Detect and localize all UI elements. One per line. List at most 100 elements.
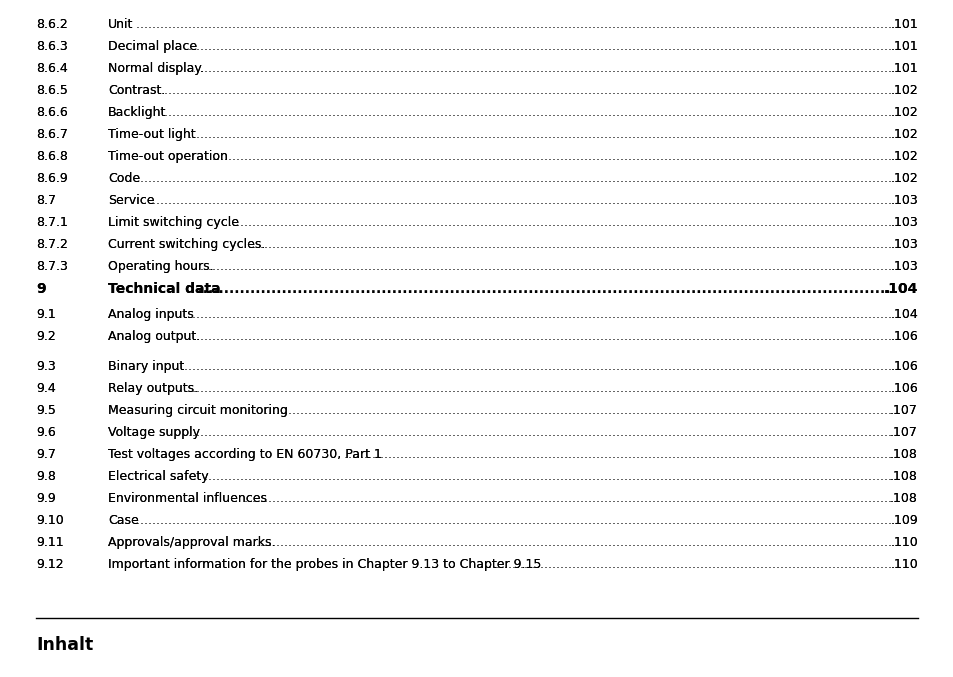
Text: .107: .107 (889, 404, 917, 417)
Text: .110: .110 (889, 558, 917, 571)
Text: 8.6.5: 8.6.5 (36, 84, 68, 97)
Text: 8.6.6: 8.6.6 (36, 106, 68, 119)
Text: .104: .104 (882, 282, 917, 296)
Text: Test voltages according to EN 60730, Part 1: Test voltages according to EN 60730, Par… (108, 448, 381, 461)
Text: 9.12: 9.12 (36, 558, 64, 571)
Text: ................................................................................: ........................................… (0, 426, 953, 439)
Text: Decimal place: Decimal place (108, 40, 197, 53)
Text: .102: .102 (889, 84, 917, 97)
Text: .107: .107 (889, 404, 917, 417)
Text: Limit switching cycle: Limit switching cycle (108, 216, 239, 229)
Text: Relay outputs.: Relay outputs. (108, 382, 198, 395)
Text: Backlight: Backlight (108, 106, 166, 119)
Text: ................................................................................: ........................................… (0, 492, 953, 505)
Text: Inhalt: Inhalt (36, 636, 93, 654)
Text: 8.7: 8.7 (36, 194, 56, 207)
Text: .102: .102 (889, 106, 917, 119)
Text: .103: .103 (889, 260, 917, 273)
Text: 9.4: 9.4 (36, 382, 55, 395)
Text: ................................................................................: ........................................… (0, 404, 953, 417)
Text: .103: .103 (889, 238, 917, 251)
Text: Normal display.: Normal display. (108, 62, 204, 75)
Text: 9.9: 9.9 (36, 492, 55, 505)
Text: 9.12: 9.12 (36, 558, 64, 571)
Text: .109: .109 (889, 514, 917, 527)
Text: Time-out operation: Time-out operation (108, 150, 228, 163)
Text: .108: .108 (889, 492, 917, 505)
Text: Test voltages according to EN 60730, Part 1: Test voltages according to EN 60730, Par… (108, 448, 381, 461)
Text: Technical data: Technical data (108, 282, 220, 296)
Text: 9.5: 9.5 (36, 404, 56, 417)
Text: Code: Code (108, 172, 140, 185)
Text: .102: .102 (889, 84, 917, 97)
Text: 8.6.9: 8.6.9 (36, 172, 68, 185)
Text: 9.6: 9.6 (36, 426, 55, 439)
Text: .104: .104 (882, 282, 917, 296)
Text: Code: Code (108, 172, 140, 185)
Text: 8.7.1: 8.7.1 (36, 216, 68, 229)
Text: ................................................................................: ........................................… (0, 330, 953, 343)
Text: Environmental influences: Environmental influences (108, 492, 267, 505)
Text: 9.5: 9.5 (36, 404, 56, 417)
Text: Analog output.: Analog output. (108, 330, 200, 343)
Text: ................................................................................: ........................................… (0, 536, 953, 549)
Text: Unit: Unit (108, 18, 133, 31)
Text: .101: .101 (889, 40, 917, 53)
Text: 9.2: 9.2 (36, 330, 55, 343)
Text: Contrast.: Contrast. (108, 84, 165, 97)
Text: .101: .101 (889, 62, 917, 75)
Text: 8.7.2: 8.7.2 (36, 238, 68, 251)
Text: 9.10: 9.10 (36, 514, 64, 527)
Text: 9: 9 (36, 282, 46, 296)
Text: 9.2: 9.2 (36, 330, 55, 343)
Text: Time-out light: Time-out light (108, 128, 195, 141)
Text: .102: .102 (889, 128, 917, 141)
Text: ................................................................................: ........................................… (0, 18, 953, 31)
Text: .102: .102 (889, 128, 917, 141)
Text: .101: .101 (889, 62, 917, 75)
Text: 8.6.5: 8.6.5 (36, 84, 68, 97)
Text: Approvals/approval marks.: Approvals/approval marks. (108, 536, 275, 549)
Text: 8.7.3: 8.7.3 (36, 260, 68, 273)
Text: Environmental influences: Environmental influences (108, 492, 267, 505)
Text: Service: Service (108, 194, 154, 207)
Text: 8.7.3: 8.7.3 (36, 260, 68, 273)
Text: .106: .106 (889, 360, 917, 373)
Text: .106: .106 (889, 330, 917, 343)
Text: 9.11: 9.11 (36, 536, 64, 549)
Text: 9.11: 9.11 (36, 536, 64, 549)
Text: Time-out operation: Time-out operation (108, 150, 228, 163)
Text: .102: .102 (889, 172, 917, 185)
Text: .108: .108 (889, 470, 917, 483)
Text: 8.6.2: 8.6.2 (36, 18, 68, 31)
Text: ................................................................................: ........................................… (0, 448, 953, 461)
Text: .108: .108 (889, 448, 917, 461)
Text: 9.1: 9.1 (36, 308, 55, 321)
Text: Analog inputs: Analog inputs (108, 308, 193, 321)
Text: .103: .103 (889, 194, 917, 207)
Text: 9.7: 9.7 (36, 448, 56, 461)
Text: .102: .102 (889, 172, 917, 185)
Text: .103: .103 (889, 260, 917, 273)
Text: Current switching cycles.: Current switching cycles. (108, 238, 265, 251)
Text: Measuring circuit monitoring: Measuring circuit monitoring (108, 404, 288, 417)
Text: 8.6.3: 8.6.3 (36, 40, 68, 53)
Text: .110: .110 (889, 536, 917, 549)
Text: ................................................................................: ........................................… (0, 238, 953, 251)
Text: Contrast.: Contrast. (108, 84, 165, 97)
Text: Relay outputs.: Relay outputs. (108, 382, 198, 395)
Text: .108: .108 (889, 470, 917, 483)
Text: 9.6: 9.6 (36, 426, 55, 439)
Text: .107: .107 (889, 426, 917, 439)
Text: 9.8: 9.8 (36, 470, 56, 483)
Text: 8.6.4: 8.6.4 (36, 62, 68, 75)
Text: Case: Case (108, 514, 138, 527)
Text: ................................................................................: ........................................… (0, 40, 953, 53)
Text: .108: .108 (889, 448, 917, 461)
Text: Important information for the probes in Chapter 9.13 to Chapter 9.15: Important information for the probes in … (108, 558, 540, 571)
Text: Unit: Unit (108, 18, 133, 31)
Text: ................................................................................: ........................................… (0, 308, 953, 321)
Text: 8.6.8: 8.6.8 (36, 150, 68, 163)
Text: Analog inputs: Analog inputs (108, 308, 193, 321)
Text: .102: .102 (889, 106, 917, 119)
